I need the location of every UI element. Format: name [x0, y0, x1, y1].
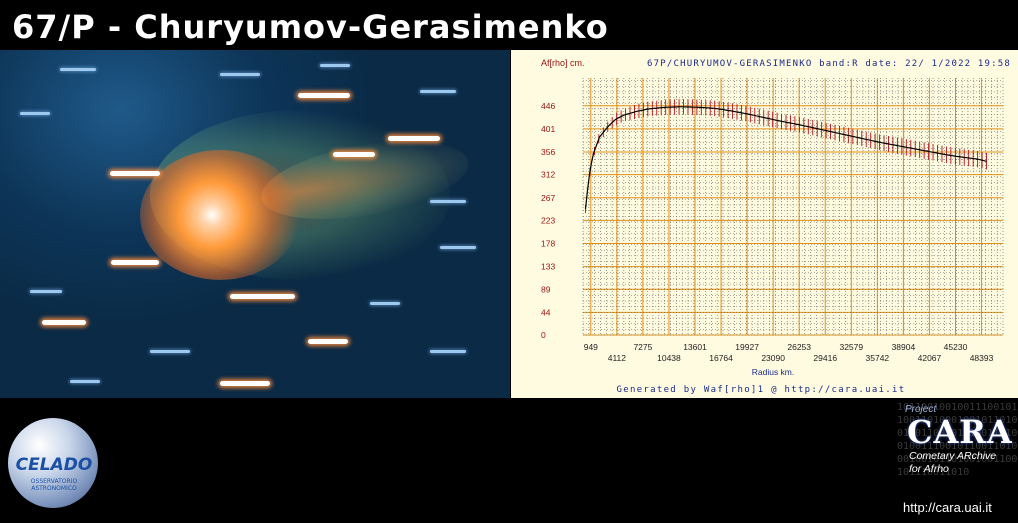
y-tick-label: 89 — [541, 284, 551, 294]
observatory-location: Castello Tesino (TN) — [107, 450, 256, 467]
y-tick-label: 0 — [541, 330, 546, 340]
tel-label: Tel: — [665, 417, 693, 434]
y-tick-label: 133 — [541, 262, 555, 272]
observatory-short-name: CELADO — [107, 428, 173, 446]
filter-label: Filter: — [368, 463, 413, 480]
x-tick-label-lower: 48393 — [970, 353, 994, 363]
observatory-name: Osservatorio Astronomico — [107, 407, 302, 424]
x-tick-label-lower: 35742 — [866, 353, 890, 363]
y-tick-label: 44 — [541, 307, 551, 317]
x-tick-label-lower: 23090 — [761, 353, 785, 363]
page-title: 67/P - Churyumov-Gerasimenko — [12, 8, 609, 46]
afrho-value: M.Facchini (Winafrho 2.7.0.8) - — [415, 486, 645, 503]
celado-logo — [8, 418, 98, 508]
comet-image — [0, 50, 510, 398]
y-tick-label: 178 — [541, 239, 555, 249]
chart-plot-group: 446 401 356 312 267 223 178 133 89 44 0 949 7275 1360… — [541, 78, 1004, 363]
series-curve — [584, 106, 987, 210]
chart-title: 67P/CHURYUMOV-GERASIMENKO band:R date: 2… — [647, 59, 1011, 69]
x-tick-label-upper: 32579 — [839, 342, 863, 352]
x-tick-label-upper: 19927 — [735, 342, 759, 352]
afrho-chart: 446 401 356 312 267 223 178 133 89 44 0 949 7275 1360… — [511, 50, 1018, 398]
x-tick-label-upper: 26253 — [787, 342, 811, 352]
tel-value: Newton 0.8m f/4 — [692, 417, 814, 434]
elab-label: Elab: — [644, 486, 684, 503]
celado-logo-text: CELADO — [15, 455, 93, 475]
x-tick-label-upper: 45230 — [944, 342, 968, 352]
info-line-sum: Sum: 59x100 sec (1h 0m 0s) - Resolution:… — [368, 437, 814, 460]
x-tick-label-lower: 29416 — [813, 353, 837, 363]
y-tick-label: 223 — [541, 215, 555, 225]
y-tick-label: 267 — [541, 193, 555, 203]
cara-subtitle-1: Cometary ARchive — [909, 450, 997, 462]
date-label: Date: — [368, 417, 409, 434]
cara-title: CARA — [907, 413, 1013, 451]
info-line-afrho: Afrho: M.Facchini (Winafrho 2.7.0.8) - E… — [368, 483, 814, 506]
info-line-date: Date: 2022-01-22T19:10:03.3 UT (start) -… — [368, 414, 814, 437]
filter-value: R - — [412, 463, 443, 480]
resolution-label: Resolution: — [589, 440, 678, 457]
x-tick-label-upper: 38904 — [892, 342, 916, 352]
chart-xlabel: Radius km. — [752, 367, 795, 377]
sum-value: 59x100 sec (1h 0m 0s) - — [408, 440, 590, 457]
x-tick-label-upper: 13601 — [683, 342, 707, 352]
x-tick-label-upper: 7275 — [633, 342, 652, 352]
photo-label: Photo: — [442, 463, 494, 480]
resolution-value: 1.3 arc-sec/pixel — [677, 440, 799, 457]
chart-footer: Generated by Waf[rho]1 @ http://cara.uai… — [617, 385, 906, 395]
y-tick-label: 312 — [541, 170, 555, 180]
observation-info: Date: 2022-01-22T19:10:03.3 UT (start) -… — [368, 414, 814, 506]
y-tick-label: 401 — [541, 124, 555, 134]
cara-binary-background: 1011001001001110010110011010001001011010… — [897, 402, 1018, 478]
info-line-filter: Filter: R - Photo: G,Favero, M.Facchini — [368, 460, 814, 483]
x-tick-label-upper: 949 — [584, 342, 598, 352]
y-tick-label: 446 — [541, 101, 555, 111]
cara-logo: 1011001001001110010110011010001001011010… — [897, 401, 1018, 501]
x-tick-label-lower: 42067 — [918, 353, 942, 363]
celado-logo-subtext: OSSERVATORIO ASTRONOMICO — [30, 478, 78, 492]
observatory-website: www.osservatoriodelcelado.net — [107, 493, 339, 510]
cara-subtitle-2: for Afrho — [909, 463, 949, 475]
sum-label: Sum: — [368, 440, 408, 457]
cara-project-label: Project — [905, 404, 937, 415]
elab-value: AA8 — [683, 486, 718, 503]
chart-ylabel: Af[rho] cm. — [541, 58, 585, 68]
y-tick-label: 356 — [541, 147, 555, 157]
afrho-chart-svg: 446 401 356 312 267 223 178 133 89 44 0 949 7275 1360… — [541, 58, 1011, 395]
afrho-label: Afrho: — [368, 486, 416, 503]
date-value: 2022-01-22T19:10:03.3 UT (start) - — [408, 417, 666, 434]
footer-panel — [0, 398, 1018, 523]
x-tick-label-lower: 4112 — [608, 353, 627, 363]
observatory-country-code: Italy - MPC K51 — [107, 471, 219, 489]
cara-url-link[interactable]: http://cara.uai.it — [903, 500, 992, 515]
x-tick-label-lower: 16764 — [709, 353, 733, 363]
photo-value: G,Favero, M.Facchini — [493, 463, 651, 480]
observatory-info: Osservatorio Astronomico CELADO Castello… — [107, 405, 339, 513]
x-tick-label-lower: 10438 — [657, 353, 681, 363]
